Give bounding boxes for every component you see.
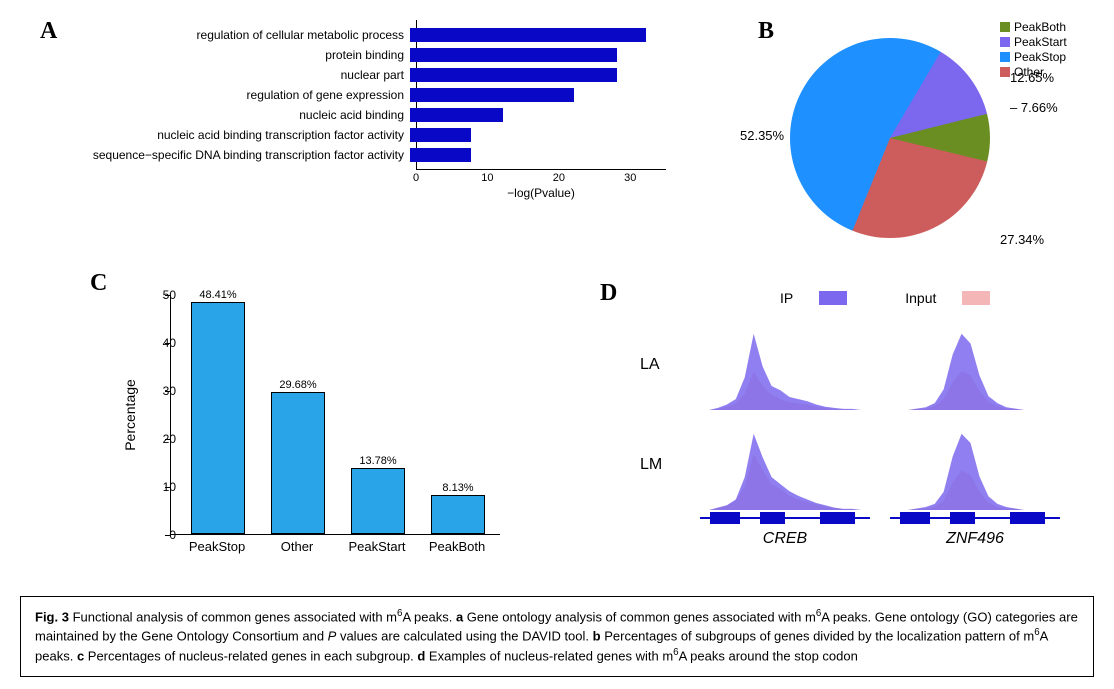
hbar-fill — [410, 108, 503, 122]
hbar-row: nucleic acid binding transcription facto… — [70, 126, 670, 143]
gene-name: CREB — [763, 530, 807, 548]
legend-ip-label: IP — [780, 290, 793, 306]
panel-b-pie — [790, 38, 990, 238]
track-plot: ZNF496 — [890, 430, 1060, 510]
legend-item: PeakStop — [1000, 50, 1067, 64]
hbar-fill — [410, 68, 617, 82]
hbar-fill — [410, 148, 471, 162]
xtick: Other — [281, 539, 314, 554]
legend-text: PeakStart — [1014, 35, 1067, 49]
legend-swatch — [1000, 67, 1010, 77]
hbar-row: sequence−specific DNA binding transcript… — [70, 146, 670, 163]
hbar-tick: 30 — [624, 172, 636, 184]
xtick: PeakStop — [189, 539, 245, 554]
track-plot: CREB — [700, 430, 870, 510]
legend-swatch — [1000, 22, 1010, 32]
pie-label: 52.35% — [740, 128, 784, 143]
bar — [271, 392, 325, 534]
hbar-tick: 10 — [481, 172, 493, 184]
hbar-fill — [410, 48, 617, 62]
track-row-label: LM — [640, 456, 680, 474]
hbar-fill — [410, 88, 574, 102]
hbar-fill — [410, 28, 646, 42]
panel-a-barchart: regulation of cellular metabolic process… — [70, 20, 670, 180]
track-plot — [700, 330, 870, 410]
hbar-tick: 0 — [413, 172, 419, 184]
bar-value-label: 48.41% — [199, 289, 236, 301]
bar — [351, 468, 405, 534]
legend-input-label: Input — [905, 290, 936, 306]
hbar-row: regulation of gene expression — [70, 86, 670, 103]
bar-value-label: 13.78% — [359, 455, 396, 467]
legend-ip-swatch — [819, 291, 847, 305]
pie-chart — [790, 38, 990, 238]
legend-text: Other — [1014, 65, 1044, 79]
pie-label: 27.34% — [1000, 232, 1044, 247]
ytick: 0 — [169, 528, 176, 542]
gene-model — [890, 512, 1060, 524]
xtick: PeakStart — [348, 539, 405, 554]
hbar-label: nucleic acid binding — [70, 108, 410, 122]
panel-d-legend: IP Input — [780, 290, 990, 306]
panel-d-label: D — [600, 280, 617, 307]
figure-3: A regulation of cellular metabolic proce… — [0, 0, 1114, 689]
legend-text: PeakStop — [1014, 50, 1066, 64]
panel-c-barchart: Percentage 48.41%29.68%13.78%8.13% 01020… — [130, 285, 510, 575]
hbar-label: regulation of cellular metabolic process — [70, 28, 410, 42]
panel-c-label: C — [90, 270, 107, 297]
legend-item: PeakStart — [1000, 35, 1067, 49]
hbar-fill — [410, 128, 471, 142]
legend-text: PeakBoth — [1014, 20, 1066, 34]
hbar-row: nucleic acid binding — [70, 106, 670, 123]
hbar-label: sequence−specific DNA binding transcript… — [70, 148, 410, 162]
bar — [191, 302, 245, 534]
legend-swatch — [1000, 52, 1010, 62]
figure-caption: Fig. 3 Functional analysis of common gen… — [20, 596, 1094, 677]
track-row-label: LA — [640, 356, 680, 374]
pie-label: – 7.66% — [1010, 100, 1058, 115]
panel-b-legend: PeakBothPeakStartPeakStopOther — [1000, 20, 1067, 80]
hbar-row: regulation of cellular metabolic process — [70, 26, 670, 43]
legend-input-swatch — [962, 291, 990, 305]
legend-item: PeakBoth — [1000, 20, 1067, 34]
hbar-label: regulation of gene expression — [70, 88, 410, 102]
bar-value-label: 29.68% — [279, 379, 316, 391]
panel-a-xlabel: −log(Pvalue) — [416, 186, 666, 200]
bar-value-label: 8.13% — [442, 482, 473, 494]
track-row: LA — [640, 320, 1080, 410]
track-plot — [890, 330, 1060, 410]
hbar-label: nucleic acid binding transcription facto… — [70, 128, 410, 142]
hbar-row: nuclear part — [70, 66, 670, 83]
xtick: PeakBoth — [429, 539, 485, 554]
gene-model — [700, 512, 870, 524]
hbar-label: nuclear part — [70, 68, 410, 82]
hbar-label: protein binding — [70, 48, 410, 62]
panel-d-tracks: LA LM CREBZNF496 — [640, 320, 1080, 520]
caption-fignum: Fig. 3 — [35, 609, 69, 624]
panel-c-ylabel: Percentage — [122, 379, 138, 451]
panel-a-label: A — [40, 18, 57, 45]
legend-item: Other — [1000, 65, 1067, 79]
gene-name: ZNF496 — [946, 530, 1004, 548]
panel-b-label: B — [758, 18, 774, 45]
panel-c-plot: 48.41%29.68%13.78%8.13% — [170, 295, 500, 535]
legend-swatch — [1000, 37, 1010, 47]
hbar-tick: 20 — [553, 172, 565, 184]
hbar-row: protein binding — [70, 46, 670, 63]
track-row: LM CREBZNF496 — [640, 420, 1080, 510]
bar — [431, 495, 485, 534]
